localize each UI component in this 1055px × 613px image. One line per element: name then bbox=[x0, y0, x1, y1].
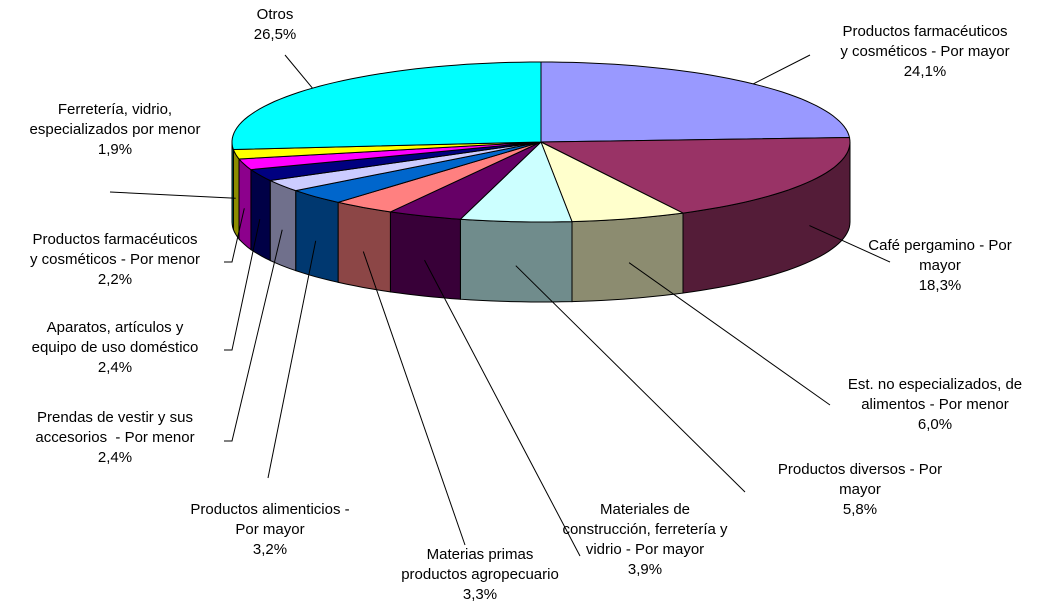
category-label: Productos diversos - Por mayor bbox=[777, 461, 943, 498]
value-label: 2,4% bbox=[97, 359, 133, 376]
category-label: Otros bbox=[256, 6, 294, 23]
leader-line bbox=[224, 208, 245, 263]
value-label: 6,0% bbox=[917, 416, 953, 433]
slice bbox=[540, 61, 851, 143]
slice bbox=[388, 141, 542, 220]
leader-line bbox=[267, 240, 317, 479]
value-label: 3,2% bbox=[252, 541, 288, 558]
slice bbox=[337, 141, 542, 213]
slice-label: Productos farmacéuticos y cosméticos - P… bbox=[30, 230, 200, 290]
leader-line bbox=[515, 265, 746, 493]
value-label: 18,3% bbox=[918, 277, 962, 294]
value-label: 24,1% bbox=[903, 63, 947, 80]
value-label: 3,9% bbox=[627, 561, 663, 578]
category-label: Aparatos, artículos y equipo de uso domé… bbox=[31, 319, 199, 356]
category-label: Materias primas productos agropecuario bbox=[401, 546, 559, 583]
slice-label: Aparatos, artículos y equipo de uso domé… bbox=[32, 318, 199, 378]
leader-line bbox=[109, 191, 236, 199]
value-label: 26,5% bbox=[253, 26, 297, 43]
category-label: Productos alimenticios - Por mayor bbox=[190, 501, 350, 538]
slice bbox=[540, 140, 685, 223]
slice bbox=[293, 141, 542, 203]
category-label: Materiales de construcción, ferretería y… bbox=[562, 501, 728, 558]
value-label: 1,9% bbox=[97, 141, 133, 158]
category-label: Prendas de vestir y sus accesorios - Por… bbox=[35, 409, 195, 446]
slice-side bbox=[337, 201, 391, 293]
leader-line bbox=[809, 225, 891, 263]
slice-side bbox=[459, 218, 573, 303]
leader-line bbox=[284, 54, 313, 89]
leader-line bbox=[224, 229, 283, 442]
slice-label: Est. no especializados, de alimentos - P… bbox=[848, 375, 1022, 435]
leader-line bbox=[628, 262, 831, 406]
category-label: Est. no especializados, de alimentos - P… bbox=[847, 376, 1023, 413]
slice-side bbox=[389, 211, 461, 300]
slice-label: Ferretería, vidrio, especializados por m… bbox=[30, 100, 201, 160]
leader-line bbox=[752, 54, 811, 85]
category-label: Productos farmacéuticos y cosméticos - P… bbox=[840, 23, 1010, 60]
slice-side bbox=[238, 157, 252, 251]
slice-label: Materiales de construcción, ferretería y… bbox=[562, 500, 727, 580]
slice-label: Café pergamino - Por mayor 18,3% bbox=[868, 236, 1011, 296]
value-label: 5,8% bbox=[842, 501, 878, 518]
slice-side bbox=[269, 179, 297, 272]
value-label: 2,4% bbox=[97, 449, 133, 466]
slice bbox=[540, 136, 851, 214]
slice-label: Productos diversos - Por mayor 5,8% bbox=[778, 460, 942, 520]
slice bbox=[459, 141, 573, 223]
leader-line bbox=[224, 219, 261, 351]
slice-label: Productos farmacéuticos y cosméticos - P… bbox=[840, 22, 1009, 82]
category-label: Productos farmacéuticos y cosméticos - P… bbox=[29, 231, 201, 268]
leader-line bbox=[362, 251, 466, 546]
slice bbox=[231, 61, 542, 151]
slice-side bbox=[232, 149, 240, 241]
slice-label: Otros 26,5% bbox=[254, 5, 297, 45]
slice-side bbox=[571, 212, 684, 303]
value-label: 3,3% bbox=[462, 586, 498, 603]
category-label: Café pergamino - Por mayor bbox=[868, 237, 1012, 274]
slice-label: Materias primas productos agropecuario 3,… bbox=[401, 545, 559, 605]
category-label: Ferretería, vidrio, especializados por m… bbox=[29, 101, 201, 138]
leader-line bbox=[424, 259, 581, 557]
slice-label: Productos alimenticios - Por mayor 3,2% bbox=[190, 500, 349, 560]
slice-side bbox=[231, 141, 234, 230]
slice-side bbox=[295, 189, 339, 283]
slice-label: Prendas de vestir y sus accesorios - Por… bbox=[35, 408, 194, 468]
value-label: 2,2% bbox=[97, 271, 133, 288]
